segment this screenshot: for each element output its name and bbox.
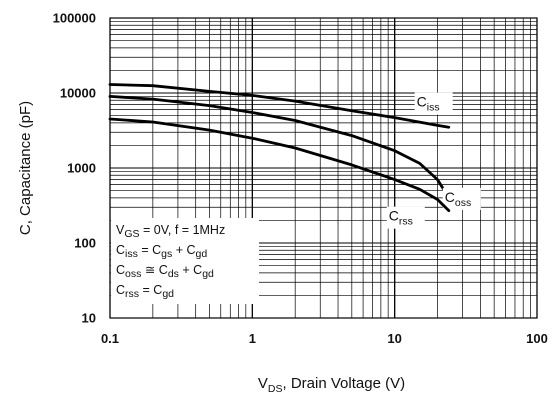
condition-note-part: rss (125, 288, 139, 300)
curve-label-background (442, 187, 481, 210)
curve-crss (108, 117, 451, 212)
condition-note-part: gd (162, 288, 174, 300)
condition-note-part: + C (172, 243, 195, 257)
y-tick-label: 10 (82, 311, 96, 326)
condition-notes-background (111, 218, 259, 304)
curve-label-main: C (389, 208, 399, 224)
tick-labels: 0.1 1 10 100 10 100 1000 10000 100000 (53, 11, 548, 347)
x-tick-label: 0.1 (101, 331, 119, 346)
condition-note-part: = C (139, 283, 162, 297)
condition-note-part: C (116, 283, 125, 297)
condition-note-part: ds (168, 268, 179, 280)
y-tick-label: 100 (74, 236, 96, 251)
grid (109, 17, 538, 319)
condition-note-part: iss (125, 248, 138, 260)
x-tick-label: 100 (526, 331, 548, 346)
condition-note-line: Ciss = Cgs + Cgd (116, 243, 207, 260)
condition-note-line: Crss = Cgd (116, 283, 174, 300)
x-axis-label: VDS, Drain Voltage (V) (258, 375, 405, 395)
curve-label-background (414, 92, 453, 115)
y-tick-label: 10000 (60, 86, 96, 101)
curve-label-coss: Coss (445, 189, 471, 209)
curve-label-main: C (445, 189, 455, 205)
condition-note-part: ≅ C (141, 263, 167, 277)
curve-label-crss: Crss (389, 208, 413, 228)
condition-note-part: V (116, 223, 125, 237)
x-axis-label-sub: DS (268, 383, 283, 395)
plot-frame (109, 17, 538, 319)
curve-coss (108, 95, 451, 200)
condition-note-part: GS (124, 228, 139, 240)
x-tick-label: 10 (387, 331, 401, 346)
condition-note-part: + C (179, 263, 202, 277)
condition-note-part: gd (196, 248, 208, 260)
curve-label-sub: iss (427, 102, 440, 114)
condition-note-line: VGS = 0V, f = 1MHz (116, 223, 225, 240)
condition-note-part: gd (202, 268, 214, 280)
curve-label-sub: rss (399, 216, 413, 228)
condition-note-line: Coss ≅ Cds + Cgd (116, 263, 214, 280)
x-tick-label: 1 (249, 331, 256, 346)
curve-ciss (108, 83, 451, 129)
condition-note-part: C (116, 243, 125, 257)
curve-label-background (386, 206, 425, 229)
x-axis-label-rest: , Drain Voltage (V) (283, 375, 406, 392)
curve-label-main: C (417, 94, 427, 110)
y-tick-label: 100000 (53, 11, 96, 26)
x-axis-label-main: V (258, 375, 268, 392)
condition-note-part: oss (125, 268, 141, 280)
y-tick-label: 1000 (67, 161, 96, 176)
curve-label-sub: oss (455, 197, 471, 209)
condition-note-part: = 0V, f = 1MHz (140, 223, 226, 237)
condition-note-part: gs (161, 248, 172, 260)
condition-note-part: = C (138, 243, 161, 257)
y-axis-label: C, Capacitance (pF) (17, 101, 34, 235)
condition-note-part: C (116, 263, 125, 277)
curve-label-ciss: Ciss (417, 94, 440, 114)
